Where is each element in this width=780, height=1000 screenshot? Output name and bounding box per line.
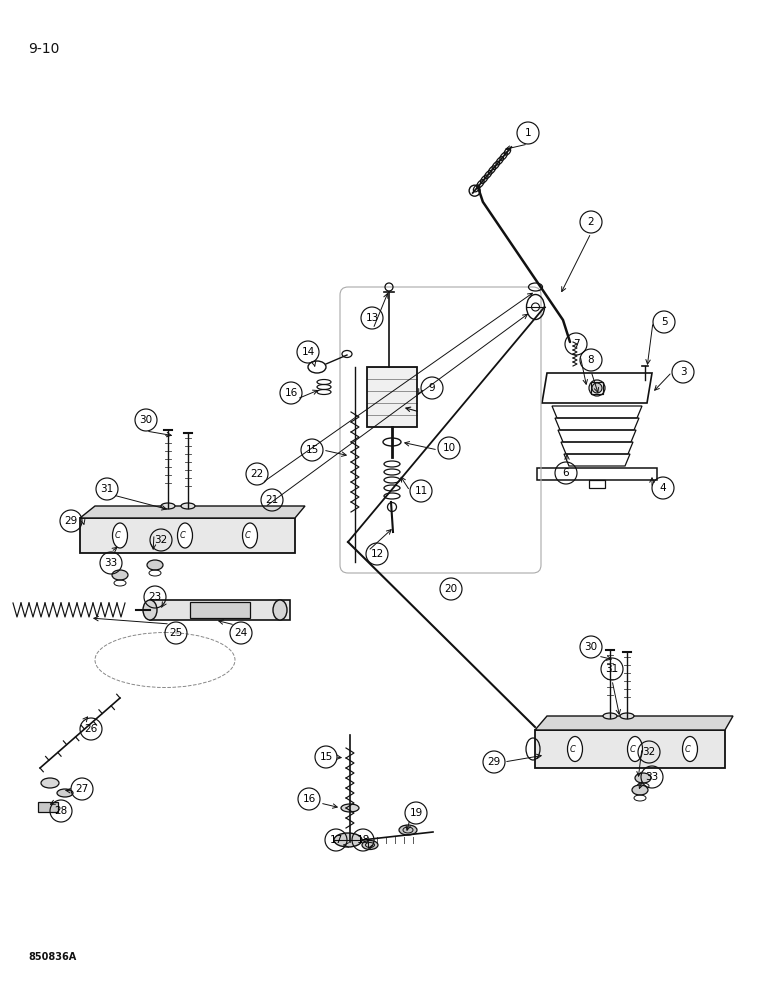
Text: 27: 27	[76, 784, 89, 794]
Text: C: C	[180, 531, 186, 540]
Text: 29: 29	[488, 757, 501, 767]
Text: 3: 3	[679, 367, 686, 377]
Text: 13: 13	[365, 313, 378, 323]
Ellipse shape	[181, 503, 195, 509]
Text: 26: 26	[84, 724, 98, 734]
Text: 23: 23	[148, 592, 161, 602]
Text: 30: 30	[584, 642, 597, 652]
Text: 15: 15	[319, 752, 332, 762]
Text: 12: 12	[370, 549, 384, 559]
Circle shape	[592, 383, 602, 393]
Bar	[535, 730, 725, 768]
Text: 31: 31	[101, 484, 114, 494]
Text: C: C	[245, 531, 251, 540]
Text: 6: 6	[562, 468, 569, 478]
Text: 7: 7	[573, 339, 580, 349]
Text: C: C	[685, 744, 691, 754]
Bar	[190, 602, 250, 618]
Ellipse shape	[603, 713, 617, 719]
Bar	[537, 468, 657, 480]
Text: 33: 33	[105, 558, 118, 568]
Text: 2: 2	[587, 217, 594, 227]
Text: C: C	[630, 744, 636, 754]
Text: 33: 33	[645, 772, 658, 782]
Polygon shape	[535, 716, 733, 730]
Bar	[589, 480, 605, 488]
Ellipse shape	[632, 785, 648, 795]
Text: 21: 21	[265, 495, 278, 505]
Ellipse shape	[568, 736, 583, 762]
Text: 16: 16	[285, 388, 298, 398]
Text: 30: 30	[140, 415, 153, 425]
Text: 28: 28	[55, 806, 68, 816]
Text: 5: 5	[661, 317, 668, 327]
Ellipse shape	[635, 773, 651, 783]
Text: 8: 8	[587, 355, 594, 365]
Text: 17: 17	[329, 835, 342, 845]
Text: 9: 9	[429, 383, 435, 393]
Ellipse shape	[399, 825, 417, 835]
Ellipse shape	[341, 804, 359, 812]
Text: 14: 14	[301, 347, 314, 357]
Ellipse shape	[334, 833, 362, 847]
Text: 19: 19	[410, 808, 423, 818]
Text: 16: 16	[303, 794, 316, 804]
Ellipse shape	[273, 600, 287, 620]
Text: C: C	[115, 531, 121, 540]
Ellipse shape	[243, 523, 257, 548]
Text: 32: 32	[643, 747, 656, 757]
Ellipse shape	[143, 600, 157, 620]
Text: 31: 31	[605, 664, 619, 674]
Polygon shape	[80, 506, 305, 518]
Ellipse shape	[161, 503, 175, 509]
Ellipse shape	[620, 713, 634, 719]
Text: 25: 25	[169, 628, 183, 638]
Text: 9-10: 9-10	[28, 42, 59, 56]
Text: 24: 24	[234, 628, 247, 638]
Bar	[591, 382, 603, 394]
Ellipse shape	[147, 560, 163, 570]
Ellipse shape	[112, 523, 127, 548]
Text: 850836A: 850836A	[28, 952, 76, 962]
Bar	[150, 600, 290, 620]
Ellipse shape	[627, 736, 643, 762]
Text: 29: 29	[65, 516, 78, 526]
Text: 4: 4	[660, 483, 666, 493]
Ellipse shape	[57, 789, 73, 797]
Text: 22: 22	[250, 469, 264, 479]
Text: 11: 11	[414, 486, 427, 496]
Bar	[367, 367, 417, 427]
Text: 15: 15	[306, 445, 318, 455]
Bar	[80, 518, 295, 553]
Ellipse shape	[178, 523, 193, 548]
Bar	[38, 802, 58, 812]
Text: 18: 18	[356, 835, 370, 845]
Text: 32: 32	[154, 535, 168, 545]
Text: 20: 20	[445, 584, 458, 594]
Ellipse shape	[362, 840, 378, 850]
Ellipse shape	[682, 736, 697, 762]
Ellipse shape	[41, 778, 59, 788]
Text: 1: 1	[525, 128, 531, 138]
Ellipse shape	[112, 570, 128, 580]
Text: 10: 10	[442, 443, 456, 453]
Text: C: C	[570, 744, 576, 754]
